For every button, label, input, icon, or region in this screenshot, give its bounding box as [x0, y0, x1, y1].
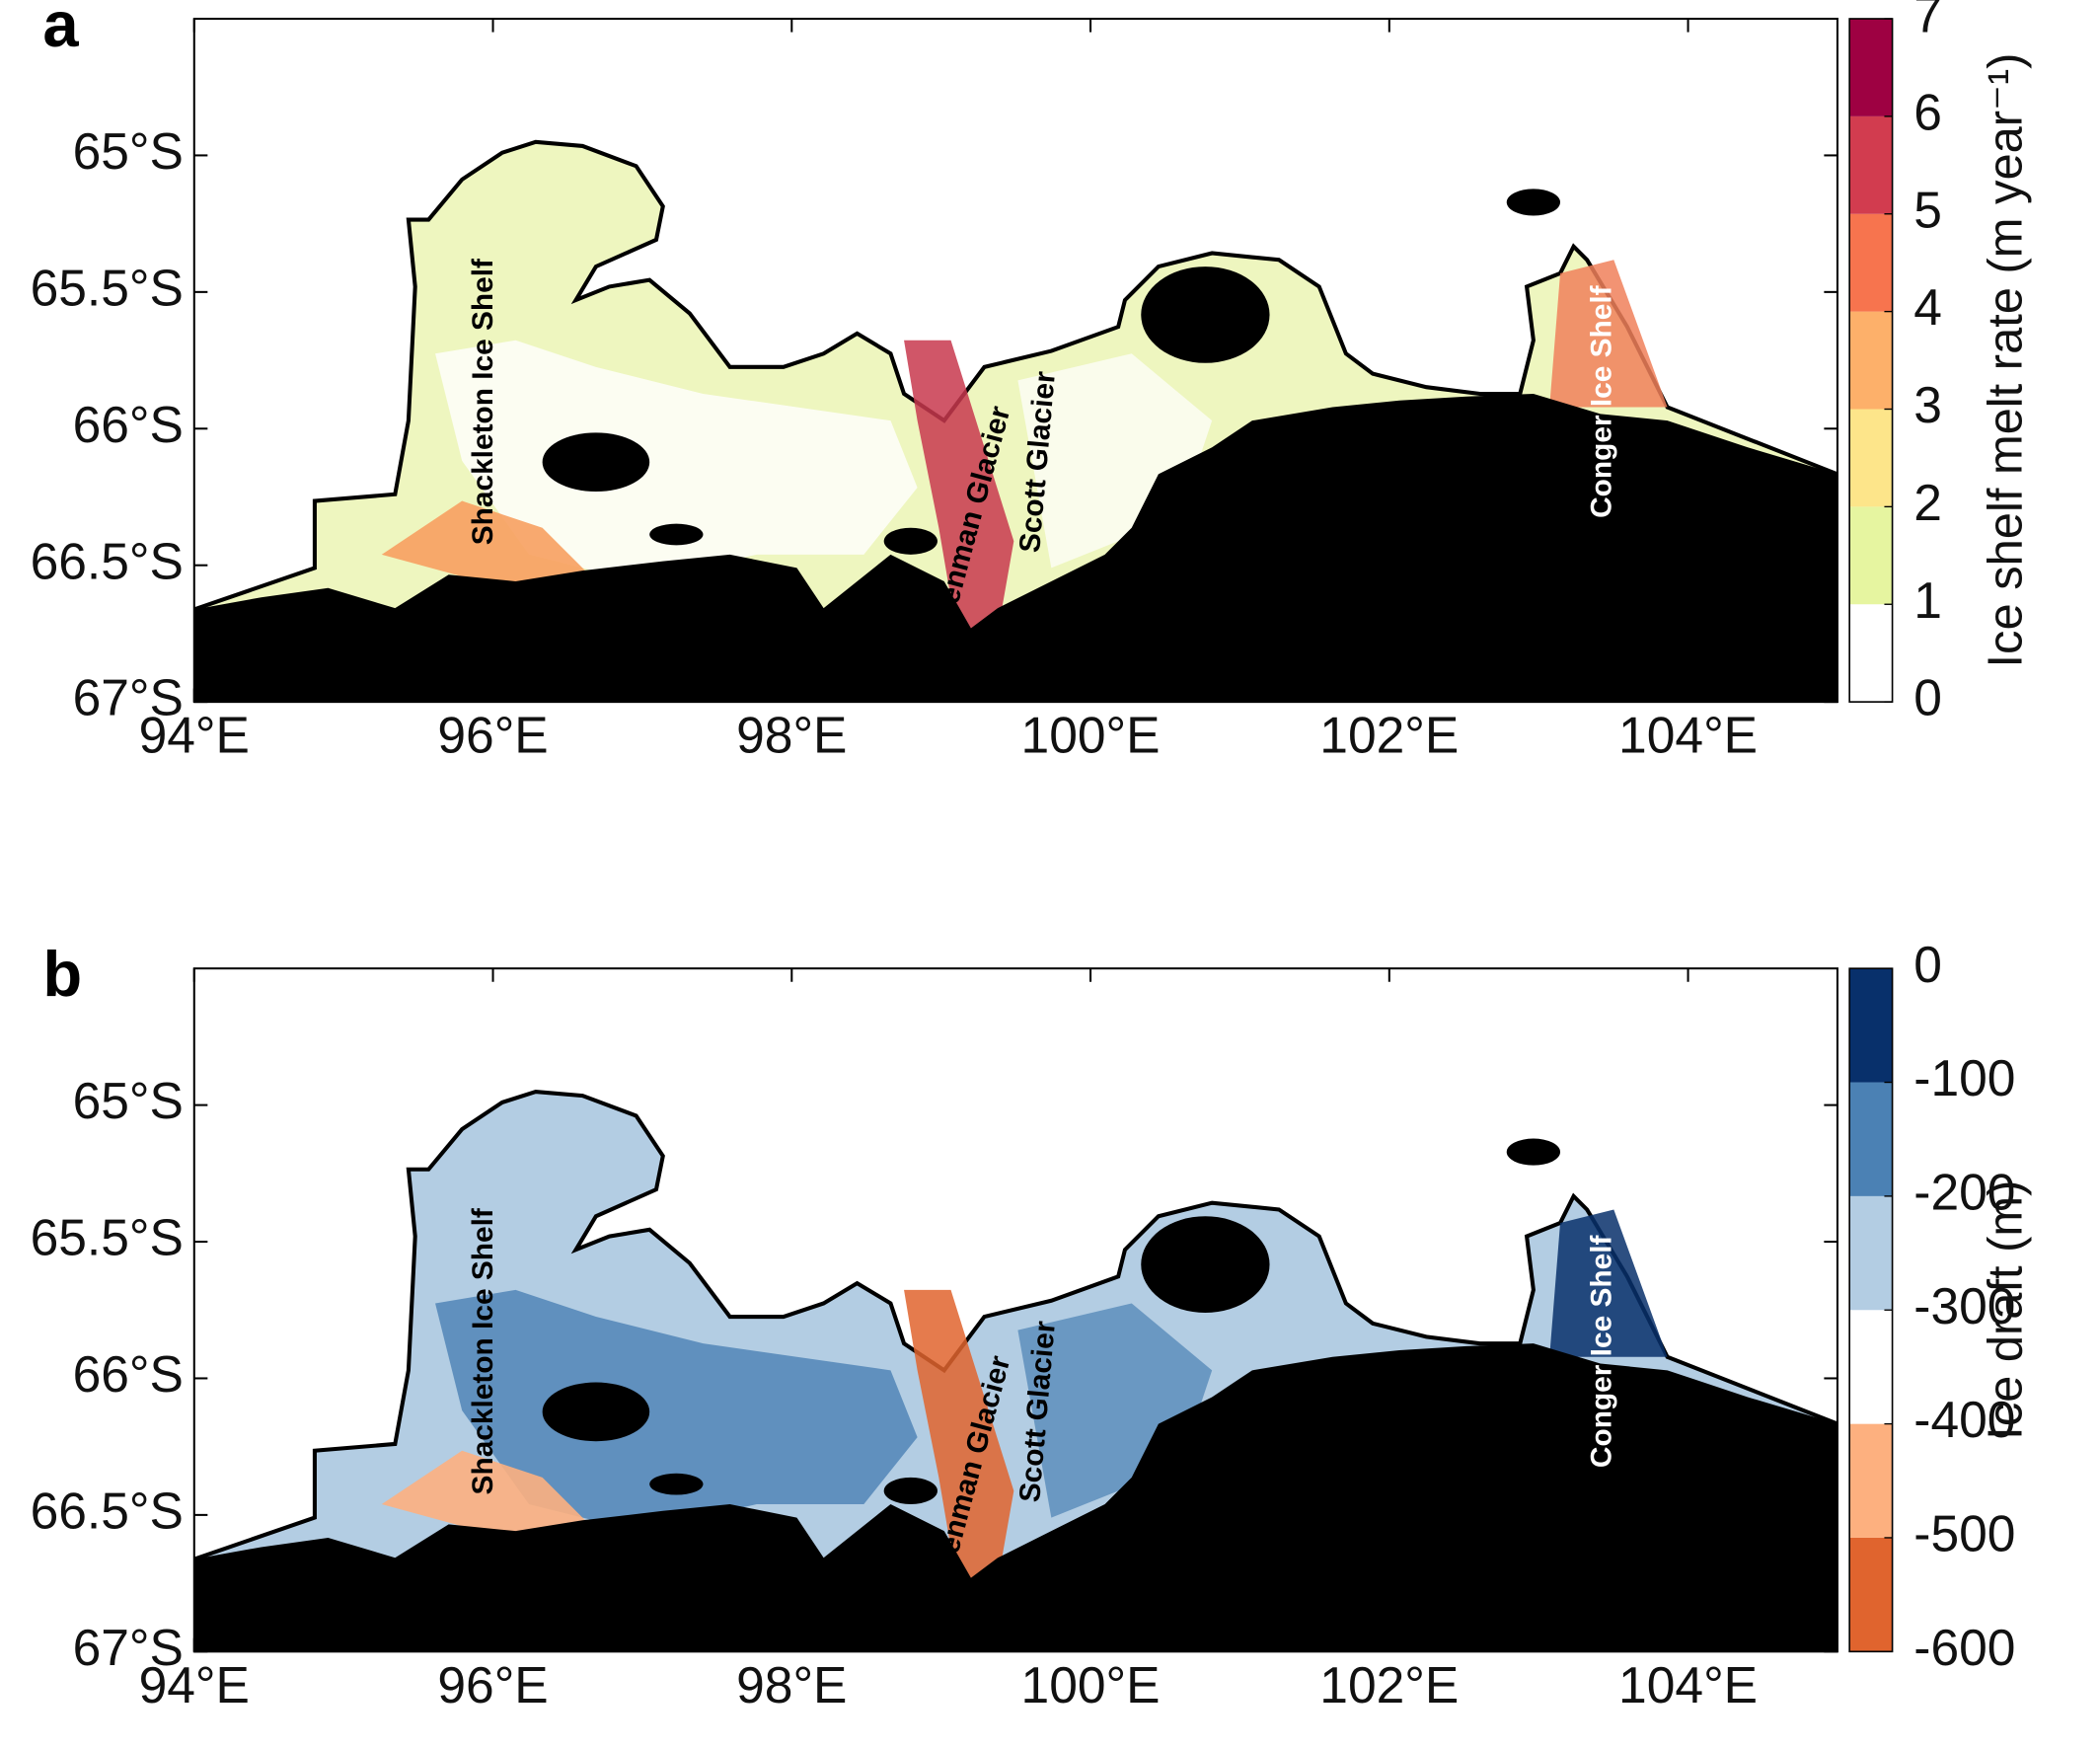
y-tick-label: 66.5°S: [31, 1483, 184, 1540]
colorbar-tick-label: -400: [1913, 1391, 2015, 1448]
figure-content: a94°E 96°E 98°E 100°E 102°E 104°E65°S65.5°S66…: [31, 0, 2033, 1713]
colorbar-bin: [1849, 1537, 1893, 1652]
x-tick-label: 100°E: [1021, 707, 1161, 764]
colorbar-label: Ice draft (m): [1980, 1180, 2033, 1440]
island: [542, 1382, 650, 1442]
panel: b 94°E 96°E 98°E 100°E 102°E 104°E 65°S 65.5°S 66…: [31, 936, 2033, 1713]
y-tick-label: 66°S: [73, 1345, 184, 1403]
panel: a94°E 96°E 98°E 100°E 102°E 104°E65°S65.5°S66…: [31, 0, 2033, 764]
denman-band: [904, 1289, 1014, 1588]
colorbar-tick-label: 3: [1913, 376, 1942, 433]
y-tick-label: 65.5°S: [31, 259, 184, 316]
scott-region: [1017, 1303, 1213, 1518]
annotation: Conger Ice Shelf: [1585, 1236, 1617, 1469]
axes-frame: [192, 967, 1838, 1653]
island: [883, 527, 938, 555]
map: [193, 968, 1838, 1652]
annotation: Conger Ice Shelf: [1585, 285, 1617, 518]
colorbar-bin: [1849, 968, 1893, 1083]
colorbar-tick-label: 4: [1913, 278, 1942, 336]
y-tick-label: 65°S: [73, 122, 184, 180]
y-tick-label: 65.5°S: [31, 1209, 184, 1266]
conger-region: [1549, 1209, 1668, 1357]
island: [1141, 266, 1270, 363]
x-tick-label: 104°E: [1618, 707, 1758, 764]
colorbar-bin: [1849, 1310, 1893, 1424]
colorbar-bin: [1849, 604, 1893, 703]
shelf-interior: [435, 340, 918, 581]
colorbar-bin: [1849, 1423, 1893, 1538]
map: [193, 18, 1838, 703]
colorbar-bin: [1849, 409, 1893, 507]
colorbar-frame: [1848, 18, 1894, 703]
x-tick-label: 94°E: [139, 707, 250, 764]
island: [1506, 1138, 1561, 1166]
x-tick-label: 98°E: [736, 707, 847, 764]
y-tick-label: 65°S: [73, 1072, 184, 1129]
island: [649, 1473, 704, 1495]
island: [883, 1477, 938, 1505]
colorbar-tick-label: 7: [1913, 0, 1942, 43]
colorbar-tick-label: -300: [1913, 1277, 2015, 1334]
shelf-streak: [381, 1450, 596, 1545]
y-tick-label: 66.5°S: [31, 532, 184, 589]
colorbar-label: Ice shelf melt rate (m year⁻¹): [1980, 53, 2033, 668]
axes-frame: [192, 17, 1838, 704]
colorbar-tick-label: -200: [1913, 1164, 2015, 1221]
y-tick-label: 67°S: [73, 1619, 184, 1676]
scott-region: [1017, 353, 1213, 569]
colorbar-tick-label: -600: [1913, 1619, 2015, 1676]
colorbar-tick-label: 6: [1913, 83, 1942, 140]
x-tick-label: 102°E: [1319, 1656, 1459, 1713]
colorbar-tick-label: 0: [1913, 936, 1942, 993]
x-tick-label: 104°E: [1618, 1656, 1758, 1713]
x-tick-label: 96°E: [437, 1656, 548, 1713]
colorbar-tick-label: 0: [1913, 669, 1942, 726]
colorbar-bin: [1849, 213, 1893, 312]
x-tick-label: 100°E: [1021, 1656, 1161, 1713]
conger-region: [1549, 260, 1668, 408]
colorbar-bin: [1849, 311, 1893, 410]
x-tick-label: 96°E: [437, 707, 548, 764]
x-tick-label: 98°E: [736, 1656, 847, 1713]
panel-label: a: [42, 0, 79, 60]
colorbar-bin: [1849, 18, 1893, 116]
x-tick-label: 102°E: [1319, 707, 1459, 764]
land: [193, 1343, 1838, 1652]
colorbar-tick-label: 5: [1913, 181, 1942, 238]
x-tick-label: 94°E: [139, 1656, 250, 1713]
island: [1141, 1216, 1270, 1313]
island: [1506, 189, 1561, 216]
colorbar-tick-label: -500: [1913, 1505, 2015, 1562]
island: [542, 432, 650, 493]
shelf-interior: [435, 1289, 918, 1532]
colorbar-tick-label: 2: [1913, 474, 1942, 531]
y-tick-label: 66°S: [73, 396, 184, 453]
annotation: Shackleton Ice Shelf: [467, 259, 499, 545]
island: [649, 523, 704, 546]
land: [193, 393, 1838, 703]
colorbar-tick-label: -100: [1913, 1049, 2015, 1106]
colorbar-bin: [1849, 1082, 1893, 1196]
panel-label: b: [42, 938, 82, 1010]
colorbar-bin: [1849, 506, 1893, 605]
colorbar-tick-label: 1: [1913, 571, 1942, 629]
annotation: Shackleton Ice Shelf: [467, 1208, 499, 1494]
denman-band: [904, 340, 1014, 638]
colorbar-bin: [1849, 115, 1893, 214]
shelf-streak: [381, 500, 596, 595]
colorbar-bin: [1849, 1195, 1893, 1311]
y-tick-label: 67°S: [73, 669, 184, 726]
